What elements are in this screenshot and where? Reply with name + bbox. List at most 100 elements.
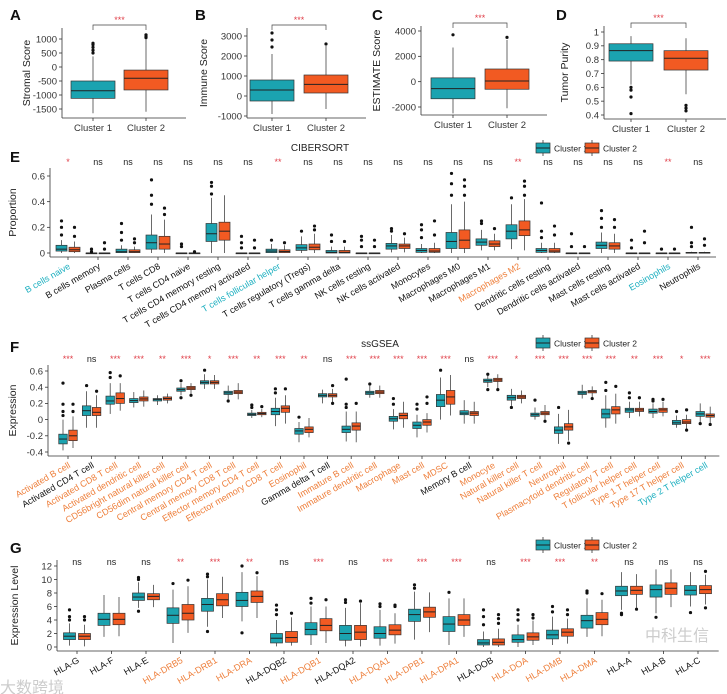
box-cluster2 [68,402,78,448]
outlier-point [689,241,694,245]
outlier-point [71,409,75,414]
outlier-point [179,242,184,246]
box-cluster1 [511,608,525,647]
outlier-point [91,45,95,50]
outlier-point [359,244,364,249]
significance-label: *** [520,557,531,567]
outlier-point [368,382,372,386]
significance-label: ** [253,354,261,364]
x-tick-label: Cluster 1 [434,120,472,131]
box-cluster1 [365,382,375,398]
box-cluster2 [578,244,591,255]
significance-label: ns [348,557,358,567]
outlier-point [119,230,124,235]
y-tick-label: 1000 [221,71,242,82]
box-iqr [158,235,171,250]
outlier-point [260,405,264,409]
y-tick-label: 6 [47,602,52,613]
outlier-point [702,237,707,241]
legend-label-cluster1: Cluster 1 [554,339,588,349]
y-axis-label: ESTIMATE Score [371,29,383,111]
outlier-point [344,405,348,410]
y-tick-label: 0.2 [32,223,45,234]
y-tick-label: 8 [47,588,52,599]
outlier-point [269,238,274,242]
y-tick-label: 4 [47,615,52,626]
box-cluster1 [201,572,214,634]
box-cluster2 [587,386,597,401]
box-iqr [608,43,654,62]
significance-label: ** [664,157,672,167]
box-cluster2 [608,218,621,253]
box-cluster1 [553,405,564,444]
y-tick-label: 0.9 [586,41,599,52]
outlier-point [89,247,94,251]
box-cluster1 [339,598,352,647]
panel-F: FExpression-0.4-0.200.20.40.6ssGSEA***Ac… [7,339,720,525]
outlier-point [67,618,72,622]
outlier-point [629,246,634,250]
x-tick-label: HLA-G [52,655,81,677]
box-cluster2 [681,408,692,432]
box-cluster1 [430,33,476,114]
outlier-point [240,564,244,568]
outlier-point [359,238,364,242]
outlier-point [329,233,334,237]
y-tick-label: -2000 [392,102,416,113]
box-iqr [181,604,195,621]
box-cluster1 [325,233,338,254]
x-tick-label: HLA-DPA1 [418,655,461,685]
outlier-point [600,592,604,596]
outlier-point [629,112,633,116]
outlier-point [496,617,501,621]
watermark-right: 中科生信 [645,627,709,645]
y-tick-label: 0.4 [30,383,43,394]
significance-label: ns [107,557,117,567]
box-cluster2 [147,584,160,608]
significance-label: *** [417,354,428,364]
outlier-point [82,615,87,619]
box-cluster2 [492,613,505,647]
outlier-point [389,227,394,231]
box-cluster1 [477,608,490,647]
outlier-point [205,629,210,634]
outlier-point [522,193,527,197]
significance-label: ns [543,157,553,167]
outlier-point [91,51,95,55]
y-tick-label: 0 [38,415,43,426]
outlier-point [331,383,335,388]
box-cluster1 [615,572,628,617]
y-tick-label: 0.4 [586,110,599,121]
x-tick-label: HLA-DOA [490,655,530,684]
y-tick-label: -500 [38,76,57,87]
significance-label: ns [123,157,133,167]
outlier-point [179,244,184,249]
outlier-point [378,604,382,609]
box-cluster2 [338,239,351,254]
outlier-point [354,401,358,405]
outlier-point [642,229,647,233]
box-cluster1 [200,368,210,389]
outlier-point [496,613,501,617]
panel-label: F [10,339,19,356]
box-cluster2 [162,393,172,404]
outlier-point [449,193,454,197]
box-cluster1 [58,381,68,451]
outlier-point [629,95,633,99]
outlier-point [685,408,689,412]
outlier-point [439,368,443,372]
box-iqr [123,69,169,91]
outlier-point [486,388,490,392]
box-iqr [338,250,351,254]
legend: Cluster 1 Cluster 2 [535,537,637,553]
box-cluster2 [303,42,349,109]
box-cluster1 [129,392,139,408]
outlier-point [516,613,520,617]
y-tick-label: 0 [411,77,416,88]
box-cluster2 [388,603,402,644]
panel-C: C ESTIMATE Score -2000 0 2000 4000 Cluster 1 Cl… [371,7,547,131]
outlier-point [451,33,455,37]
box-cluster1 [385,227,398,253]
box-iqr [408,608,421,622]
